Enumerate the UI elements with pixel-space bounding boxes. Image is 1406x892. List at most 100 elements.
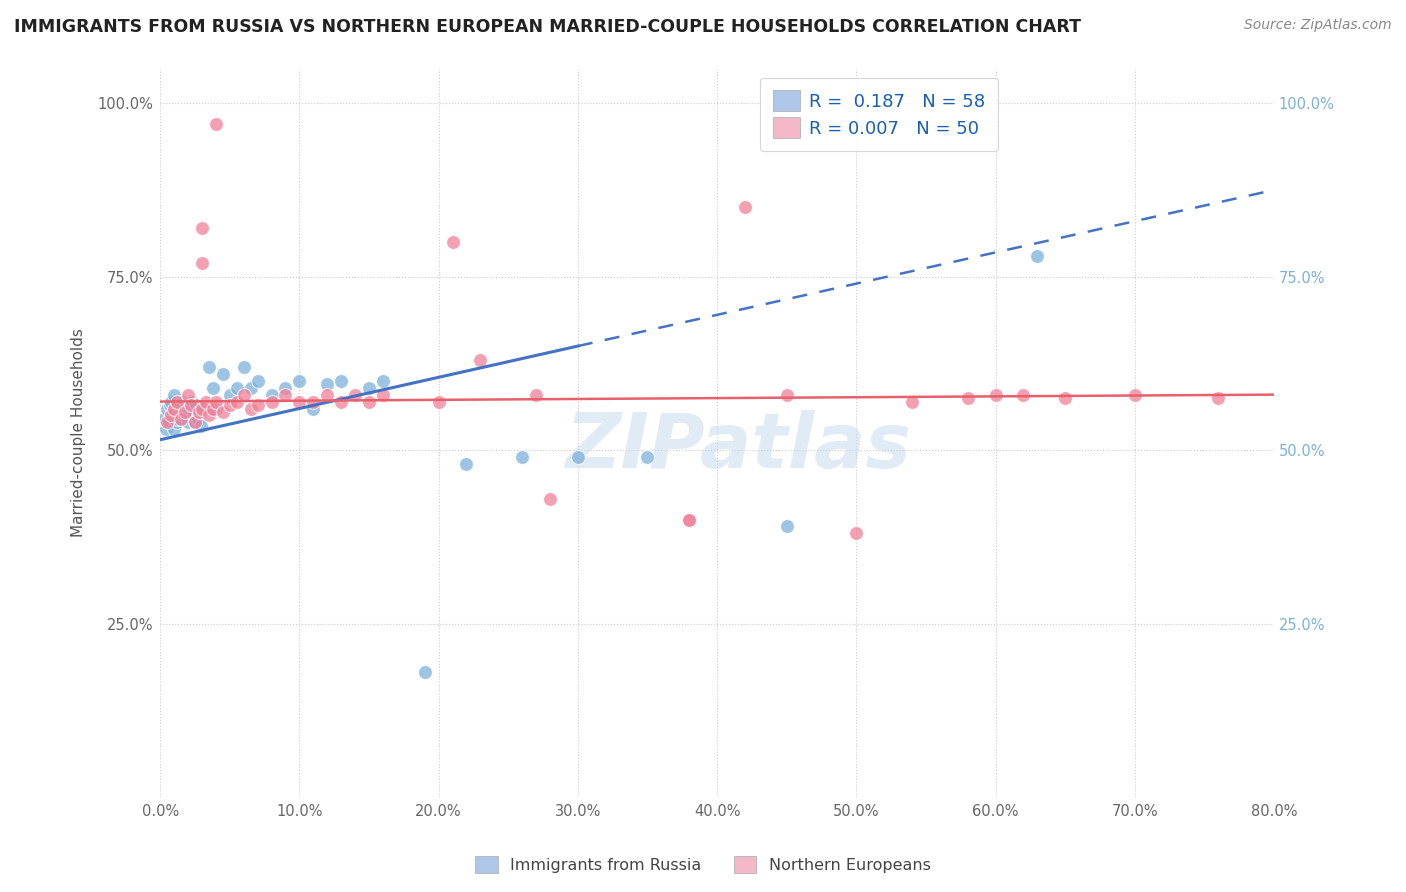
Point [246, 374, 269, 388]
Point [170, 412, 193, 426]
Point [162, 405, 184, 419]
Point [776, 519, 799, 533]
Point [202, 401, 225, 416]
Point [184, 416, 207, 430]
Point [225, 381, 247, 395]
Point [302, 401, 325, 416]
Point [166, 394, 188, 409]
Point [239, 381, 262, 395]
Point [156, 416, 179, 430]
Point [202, 381, 225, 395]
Point [160, 394, 183, 409]
Point [177, 387, 200, 401]
Point [510, 450, 533, 464]
Point [218, 387, 240, 401]
Point [637, 450, 659, 464]
Point [179, 405, 201, 419]
Point [173, 409, 195, 423]
Point [180, 398, 202, 412]
Legend: Immigrants from Russia, Northern Europeans: Immigrants from Russia, Northern Europea… [470, 849, 936, 880]
Point [901, 394, 924, 409]
Point [288, 374, 311, 388]
Point [186, 398, 208, 412]
Point [456, 457, 478, 471]
Point [211, 405, 233, 419]
Point [181, 394, 204, 409]
Point [170, 401, 193, 416]
Point [274, 387, 297, 401]
Point [413, 665, 436, 680]
Point [160, 409, 183, 423]
Point [678, 512, 700, 526]
Point [159, 398, 181, 412]
Text: ZIPatlas: ZIPatlas [567, 410, 912, 484]
Point [330, 394, 353, 409]
Point [163, 387, 186, 401]
Point [190, 418, 212, 433]
Point [188, 405, 211, 419]
Point [218, 398, 240, 412]
Point [260, 394, 283, 409]
Point [165, 412, 187, 426]
Point [172, 394, 194, 409]
Point [180, 398, 202, 412]
Point [371, 374, 394, 388]
Point [156, 401, 179, 416]
Point [524, 387, 547, 401]
Point [1012, 387, 1035, 401]
Point [183, 409, 205, 423]
Point [157, 416, 180, 430]
Point [302, 394, 325, 409]
Point [225, 394, 247, 409]
Point [427, 394, 450, 409]
Point [288, 394, 311, 409]
Point [1208, 391, 1230, 405]
Point [191, 401, 214, 416]
Point [845, 526, 868, 541]
Point [260, 387, 283, 401]
Point [205, 117, 228, 131]
Point [169, 405, 191, 419]
Point [163, 401, 186, 416]
Point [330, 374, 353, 388]
Point [211, 367, 233, 381]
Point [155, 422, 177, 436]
Point [188, 405, 211, 419]
Point [198, 359, 221, 374]
Point [174, 405, 197, 419]
Point [1123, 387, 1146, 401]
Point [163, 422, 186, 436]
Point [678, 512, 700, 526]
Point [1026, 249, 1049, 263]
Point [191, 221, 214, 235]
Point [239, 401, 262, 416]
Point [274, 381, 297, 395]
Text: Source: ZipAtlas.com: Source: ZipAtlas.com [1244, 18, 1392, 32]
Point [470, 353, 492, 368]
Point [538, 491, 561, 506]
Point [191, 405, 214, 419]
Point [344, 387, 367, 401]
Point [176, 405, 198, 419]
Point [956, 391, 979, 405]
Point [187, 412, 209, 426]
Point [195, 394, 218, 409]
Point [153, 412, 176, 426]
Point [316, 387, 339, 401]
Point [441, 235, 464, 249]
Point [167, 412, 190, 426]
Point [776, 387, 799, 401]
Point [184, 416, 207, 430]
Point [232, 359, 254, 374]
Point [984, 387, 1007, 401]
Point [205, 394, 228, 409]
Point [232, 387, 254, 401]
Point [177, 416, 200, 430]
Point [174, 401, 197, 416]
Y-axis label: Married-couple Households: Married-couple Households [72, 328, 86, 537]
Legend: R =  0.187   N = 58, R = 0.007   N = 50: R = 0.187 N = 58, R = 0.007 N = 50 [761, 78, 998, 151]
Point [357, 394, 380, 409]
Point [166, 416, 188, 430]
Point [191, 256, 214, 270]
Point [1054, 391, 1077, 405]
